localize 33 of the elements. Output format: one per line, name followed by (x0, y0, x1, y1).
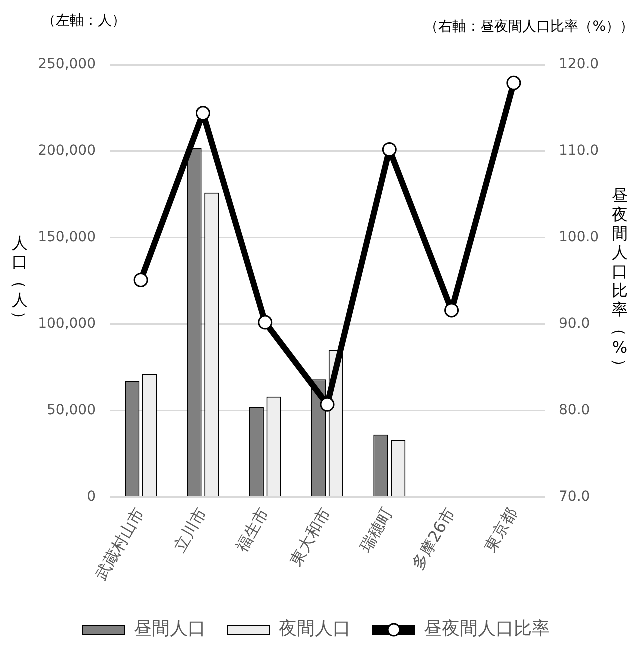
y-axis-title: 人口（人） (10, 234, 30, 330)
y-tick-label: 50,000 (47, 402, 96, 418)
legend-label: 昼夜間人口比率 (424, 618, 550, 640)
x-tick-label: 多摩26市 (408, 504, 459, 574)
text: （右軸：昼夜間人口比率（%）） (424, 18, 634, 36)
x-tick-label: 瑞穂町 (356, 504, 397, 556)
point (134, 272, 148, 288)
y2-tick-label: 110.0 (559, 143, 600, 160)
point (382, 142, 397, 157)
y-tick-label: 250,000 (38, 56, 96, 73)
y2-tick-label: 80.0 (559, 402, 590, 418)
x-tick-label: 武蔵村山市 (92, 504, 148, 584)
text: （左軸：人） (42, 12, 126, 30)
y2-tick-label: 120.0 (559, 56, 600, 73)
x-tick-label: 立川市 (170, 504, 210, 556)
point (444, 303, 460, 318)
point (320, 397, 335, 412)
point (258, 315, 273, 330)
y-tick-label: 200,000 (38, 143, 96, 160)
legend-label: 夜間人口 (279, 618, 351, 640)
x-tick-label: 福生市 (232, 504, 272, 556)
y-tick-label: 0 (87, 488, 96, 505)
x-tick-label: 東京都 (480, 504, 521, 556)
legend-label: 昼間人口 (134, 618, 206, 640)
y-tick-label: 100,000 (38, 316, 96, 332)
text: 昼夜間人口比率（%） (610, 186, 630, 375)
y-tick-label: 150,000 (38, 229, 96, 246)
point (506, 76, 522, 90)
point (196, 106, 210, 121)
y2-tick-label: 100.0 (559, 229, 600, 246)
x-tick-label: 東大和市 (286, 504, 335, 570)
y2-tick-label: 90.0 (559, 316, 590, 332)
y2-tick-label: 70.0 (559, 488, 590, 505)
